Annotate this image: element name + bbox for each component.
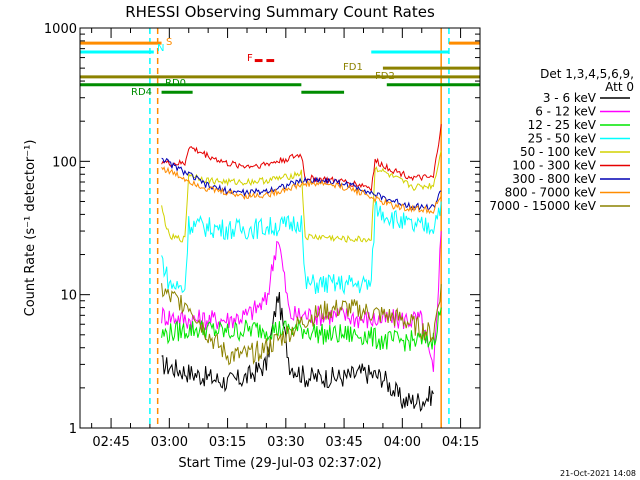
y-axis-label: Count Rate (s⁻¹ detector⁻¹) — [23, 140, 38, 317]
y-tick-label: 1000 — [44, 22, 77, 37]
x-tick-label: 04:15 — [442, 435, 479, 450]
series-line — [161, 307, 442, 352]
footer-date: 21-Oct-2021 14:08 — [560, 469, 636, 478]
series-line — [161, 124, 442, 193]
x-tick-label: 03:15 — [209, 435, 246, 450]
state-bar-label: RD0 — [165, 78, 186, 89]
series-line — [161, 166, 442, 215]
legend-header-line-1: Det 1,3,4,5,6,9, — [540, 67, 634, 81]
y-tick-label: 100 — [52, 155, 77, 170]
x-tick-label: 02:45 — [92, 435, 129, 450]
legend-entry-label: 50 - 100 keV — [520, 145, 597, 159]
y-tick-label: 10 — [60, 289, 77, 304]
plot-frame — [79, 27, 481, 429]
x-axis-label: Start Time (29-Jul-03 02:37:02) — [178, 456, 381, 471]
series-line — [161, 150, 442, 243]
state-bar-label: F — [247, 53, 253, 64]
legend-entry-label: 7000 - 15000 keV — [489, 199, 596, 213]
state-bar-label: FD1 — [343, 62, 363, 73]
legend-entry-label: 300 - 800 keV — [512, 172, 596, 186]
legend-entry-label: 6 - 12 keV — [535, 105, 597, 119]
legend-entry-label: 12 - 25 keV — [528, 118, 597, 132]
x-tick-label: 03:45 — [325, 435, 362, 450]
state-bar-label: FD2 — [375, 71, 395, 82]
legend-header-line-2: Att 0 — [605, 80, 634, 94]
legend-entry-label: 25 - 50 keV — [528, 132, 597, 146]
chart-title: RHESSI Observing Summary Count Rates — [125, 3, 435, 21]
x-tick-label: 03:30 — [267, 435, 304, 450]
series-line — [161, 201, 442, 296]
legend-entry-label: 100 - 300 keV — [512, 159, 596, 173]
state-bar-label: RD4 — [131, 87, 152, 98]
x-tick-label: 04:00 — [384, 435, 421, 450]
plot-area: 1 10 100 1000 02:45 03:00 03:15 03:30 03:45 04:00… — [44, 22, 481, 450]
series-line — [161, 283, 442, 366]
state-bar-label: N — [157, 43, 164, 54]
series-line — [161, 291, 434, 413]
state-bar-label: S — [166, 37, 172, 48]
y-tick-label: 1 — [69, 422, 77, 437]
series-line — [161, 157, 442, 212]
legend-entry-label: 800 - 7000 keV — [505, 186, 597, 200]
x-tick-label: 03:00 — [151, 435, 188, 450]
legend-entry-label: 3 - 6 keV — [543, 91, 597, 105]
